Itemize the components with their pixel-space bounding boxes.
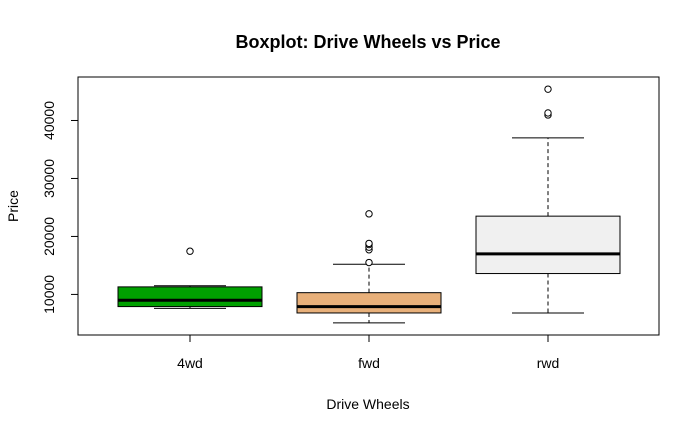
y-tick-label: 20000	[41, 217, 57, 256]
outlier-point	[544, 85, 552, 93]
y-tick-label: 10000	[41, 275, 57, 314]
x-axis: 4wd fwd rwd	[177, 334, 560, 371]
x-tick-label: rwd	[537, 355, 560, 371]
outlier-point	[365, 258, 373, 267]
box-4wd	[117, 247, 263, 309]
outlier-point	[186, 247, 194, 255]
outlier-point	[544, 109, 552, 117]
x-tick-label: 4wd	[177, 355, 203, 371]
y-axis-label: Price	[5, 190, 21, 222]
y-tick-label: 30000	[41, 159, 57, 198]
box-rwd	[475, 85, 621, 314]
box-series	[117, 85, 621, 324]
chart-title: Boxplot: Drive Wheels vs Price	[235, 32, 500, 52]
box-body	[117, 286, 263, 308]
y-axis: 10000 20000 30000 40000	[41, 101, 79, 314]
box-fwd	[296, 210, 442, 324]
box-body	[296, 292, 442, 314]
x-axis-label: Drive Wheels	[326, 396, 409, 412]
outlier-point	[365, 210, 373, 218]
x-tick-label: fwd	[358, 355, 380, 371]
box-body	[475, 215, 621, 275]
outlier-point	[365, 239, 373, 248]
y-tick-label: 40000	[41, 101, 57, 140]
